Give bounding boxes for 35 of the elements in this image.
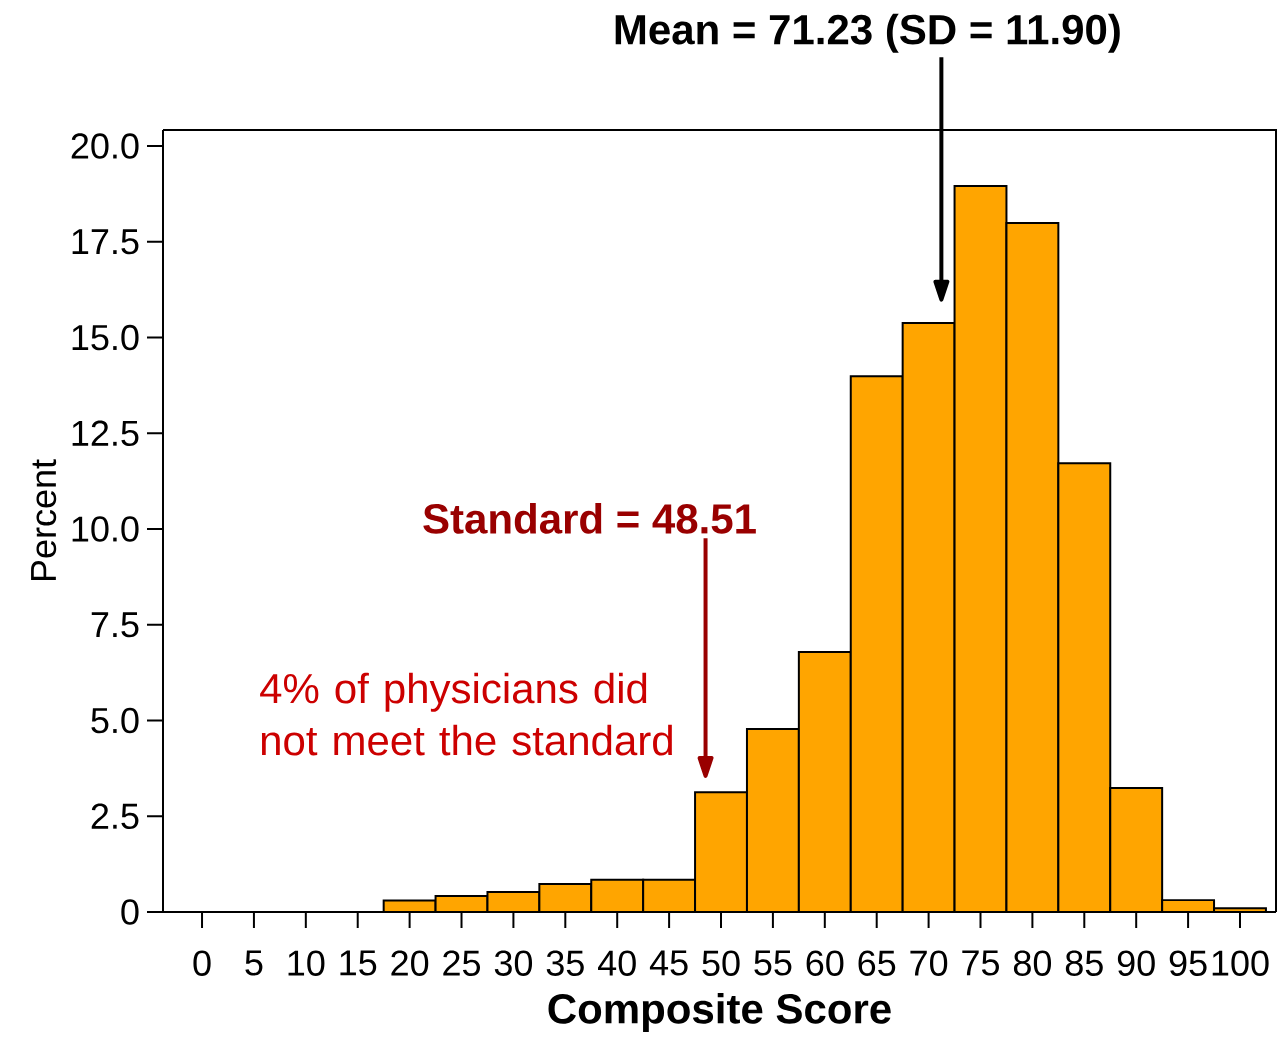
annotation: 4% of physicians did not meet the standard: [260, 672, 672, 756]
x-tick-label: 30: [494, 950, 533, 976]
x-tick-label: 70: [910, 950, 948, 976]
y-tick-label: 5.0: [91, 707, 139, 734]
x-tick-label: 90: [1117, 950, 1155, 976]
x-tick-label: 25: [443, 950, 481, 976]
x-axis-title: Composite Score: [548, 992, 891, 1033]
x-tick-label: 95: [1169, 950, 1207, 976]
x-tick-label: 40: [598, 950, 636, 976]
x-tick-label: 50: [702, 950, 740, 976]
x-tick-label: 45: [649, 950, 688, 976]
x-tick-label: 80: [1013, 950, 1052, 976]
y-tick-label: 15.0: [72, 324, 139, 351]
x-tick-label: 60: [806, 950, 844, 976]
y-tick-label: 0: [121, 899, 139, 925]
y-axis-title: Percent: [31, 459, 57, 581]
y-tick-label: 17.5: [72, 229, 139, 255]
x-tick-label: 15: [340, 950, 377, 976]
x-tick-label: 20: [391, 950, 429, 976]
x-tick-label: 10: [288, 950, 325, 976]
ref-line-label: Mean = 71.23 (SD = 11.90): [615, 13, 1120, 53]
x-tick-label: 65: [858, 950, 896, 976]
y-tick-label: 2.5: [91, 803, 139, 829]
y-tick-label: 7.5: [91, 612, 139, 638]
x-tick-label: 75: [962, 950, 999, 976]
y-tick-label: 12.5: [72, 420, 139, 447]
y-tick-label: 20.0: [71, 133, 139, 159]
x-tick-label: 0: [193, 950, 211, 976]
y-tick-label: 10.0: [72, 516, 139, 542]
x-tick-label: 55: [754, 950, 792, 976]
x-tick-label: 5: [245, 950, 263, 976]
x-tick-label: 35: [546, 950, 584, 976]
x-tick-label: 100: [1212, 950, 1269, 976]
x-tick-label: 85: [1065, 950, 1103, 976]
ref-line-label: Standard = 48.51: [423, 502, 756, 534]
